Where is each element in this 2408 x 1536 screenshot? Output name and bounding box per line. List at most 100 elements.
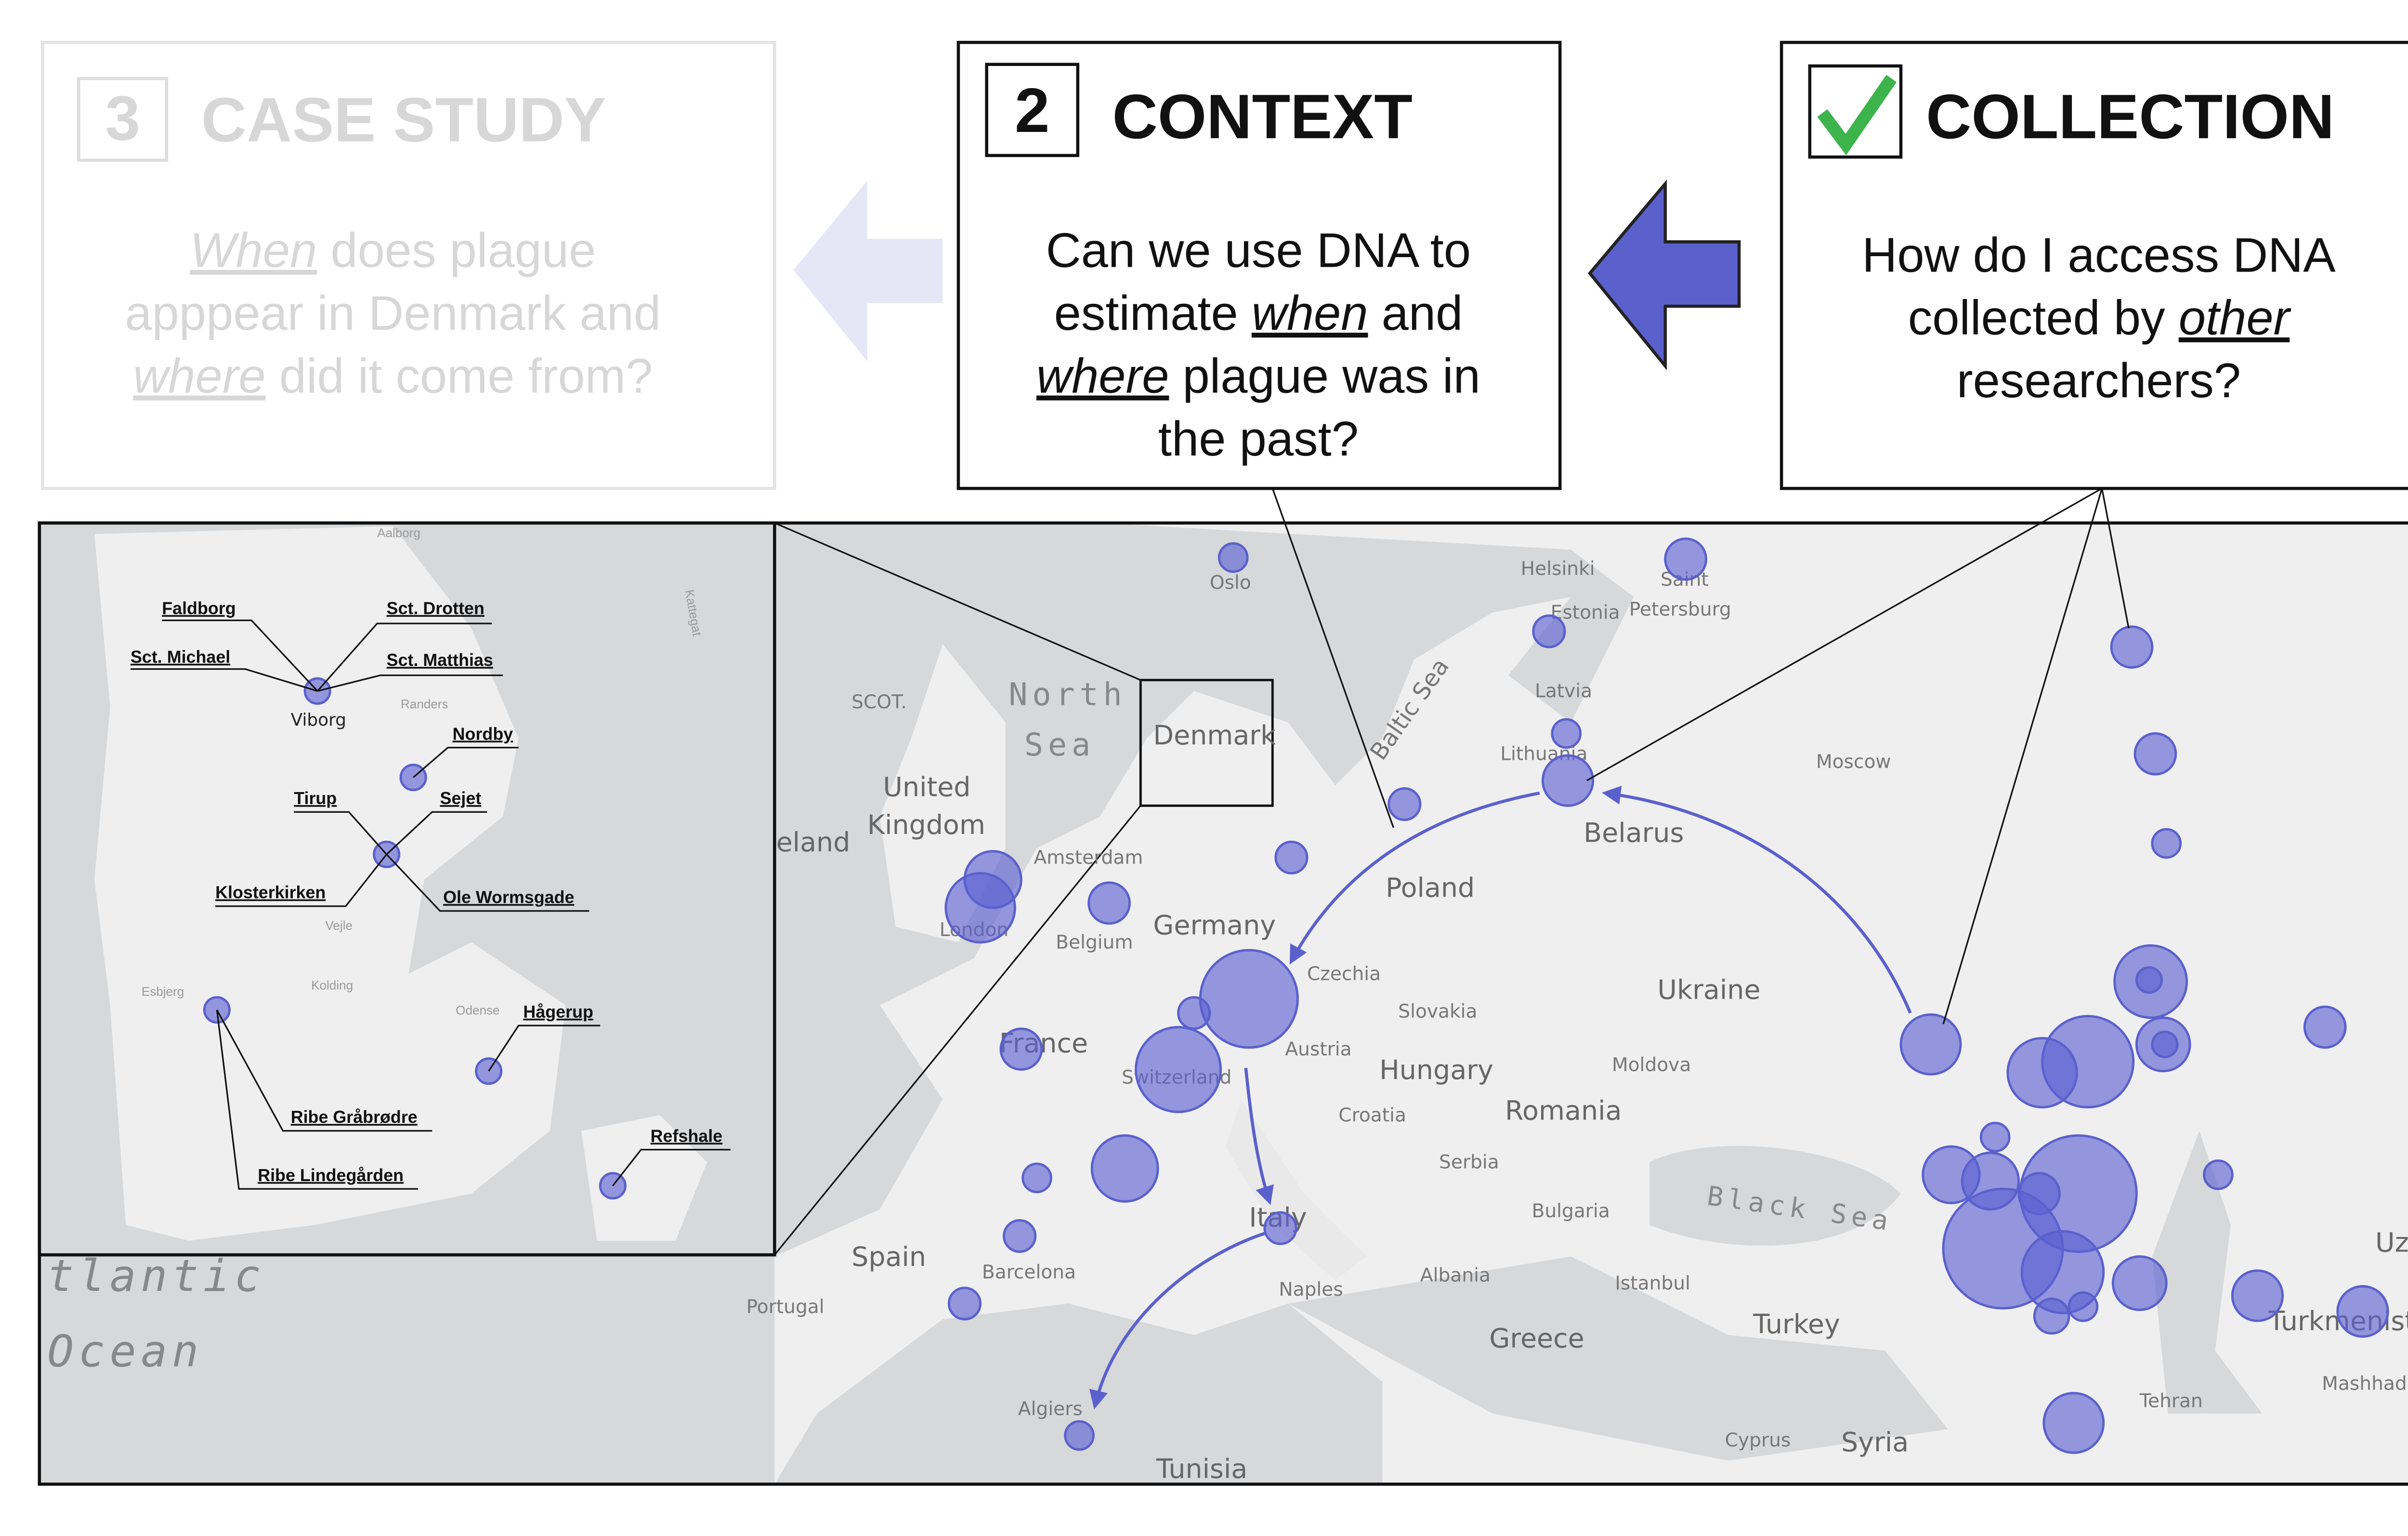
map-label: Mashhad	[2322, 1373, 2407, 1395]
question: where plague was in	[1036, 349, 1480, 403]
site-label: Ribe Lindegården	[258, 1166, 404, 1185]
panel-title: CASE STUDY	[201, 85, 606, 155]
shape: does plague	[317, 223, 596, 277]
map-label: Spain	[851, 1242, 926, 1273]
sample-bubble	[1263, 1211, 1297, 1245]
shape	[956, 40, 1562, 490]
map-label: Bulgaria	[1531, 1200, 1610, 1222]
sample-bubble	[1021, 1162, 1052, 1194]
shape: When	[190, 223, 317, 277]
town-label: Randers	[401, 697, 448, 711]
map-label: Moldova	[1612, 1054, 1691, 1076]
shape	[77, 77, 169, 162]
panel-context: 2 CONTEXT Can we use DNA to estimate whe…	[956, 40, 1562, 490]
shape: did it come from?	[266, 349, 653, 403]
shape	[1808, 64, 1903, 159]
shape	[131, 619, 731, 1190]
denmark-inset: Aalborg Viborg Randers Odense Vejle Esbj…	[38, 521, 776, 1257]
question: where did it come from?	[133, 349, 653, 403]
map: Oslo Helsinki Saint Petersburg Estonia L…	[38, 487, 2408, 1486]
shape: researchers?	[1957, 353, 2241, 408]
sample-bubble	[1899, 1013, 1962, 1076]
map-label: Slovakia	[1398, 1001, 1477, 1023]
map-label: Algiers	[1018, 1398, 1083, 1420]
panel-title: CONTEXT	[1112, 81, 1413, 152]
question: When does plague	[190, 223, 596, 277]
map-label: Kingdom	[867, 810, 985, 841]
leader-line	[774, 522, 1141, 681]
map-label: Turkey	[1753, 1309, 1840, 1340]
map-label: Ukraine	[1657, 975, 1760, 1005]
map-label: Uzb	[2375, 1228, 2408, 1259]
panel-number: 2	[1015, 75, 1050, 145]
panel-case-study: 3 CASE STUDY When does plague apppear in…	[41, 40, 776, 490]
shape	[94, 526, 566, 1241]
shape	[2152, 1131, 2263, 1414]
map-label: Cyprus	[1725, 1430, 1791, 1451]
sample-bubble	[1387, 787, 1422, 821]
site-marker	[475, 1057, 503, 1085]
map-label: Ocean	[47, 1326, 203, 1377]
map-label: Helsinki	[1521, 558, 1595, 580]
town-label: Esbjerg	[142, 984, 184, 999]
map-label: Germany	[1153, 911, 1276, 941]
sample-bubble	[947, 1287, 982, 1321]
map-label: Portugal	[746, 1296, 824, 1318]
leader-line	[2101, 488, 2130, 629]
shape	[985, 63, 1080, 157]
town-label: Viborg	[291, 710, 346, 730]
town-label: Kolding	[311, 978, 353, 992]
question: Can we use DNA to	[1046, 223, 1471, 277]
sample-bubble	[1532, 614, 1566, 649]
map-label: Tunisia	[1156, 1454, 1247, 1484]
map-label: Serbia	[1439, 1152, 1499, 1173]
sample-bubble	[2151, 828, 2182, 859]
question: How do I access DNA	[1862, 228, 2336, 282]
map-label: Poland	[1386, 872, 1475, 903]
shape: How do I access DNA	[1862, 228, 2336, 282]
arrow-faded	[793, 181, 943, 362]
sample-bubble	[1664, 537, 1707, 581]
map-label: Tehran	[2139, 1391, 2203, 1412]
question: researchers?	[1957, 353, 2241, 408]
map-label: Moscow	[1816, 751, 1891, 773]
sample-bubble	[1135, 1026, 1222, 1113]
site-label: Sejet	[440, 789, 482, 808]
sample-bubble	[1090, 1134, 1159, 1203]
map-label: Latvia	[1535, 680, 1592, 702]
shape	[1649, 1145, 1901, 1246]
shape	[581, 1115, 707, 1241]
leader-line	[1586, 487, 2103, 781]
town-label: Odense	[456, 1003, 499, 1017]
leader-line	[1942, 488, 2103, 1025]
panel-collection: COLLECTION How do I access DNA collected…	[1780, 40, 2408, 490]
shape: where	[133, 349, 265, 403]
sample-bubble	[2133, 732, 2177, 776]
sample-bubble	[2203, 1159, 2234, 1190]
sample-bubble	[2033, 1298, 2070, 1335]
site-label: Nordby	[453, 724, 513, 743]
shape: other	[2179, 291, 2292, 345]
map-label: Sea	[1024, 727, 1095, 763]
spread-arrow	[1289, 791, 1540, 965]
map-label: Barcelona	[982, 1262, 1076, 1283]
panel-number: 3	[105, 83, 140, 153]
town-label: Aalborg	[377, 526, 420, 540]
shape: collected by	[1908, 291, 2179, 345]
site-label: Tirup	[294, 789, 337, 808]
map-label: Istanbul	[1615, 1273, 1690, 1294]
sample-bubble	[999, 1028, 1043, 1071]
site-label: Refshale	[651, 1126, 722, 1145]
shape: Can we use DNA to	[1046, 223, 1471, 277]
shape: where	[1036, 349, 1169, 403]
site-label: Hågerup	[523, 1002, 593, 1022]
sample-bubble	[2042, 1392, 2105, 1454]
shape: when	[1252, 286, 1368, 340]
sample-bubble	[2110, 625, 2154, 669]
map-label: Hungary	[1379, 1055, 1493, 1086]
map-label: Oslo	[1210, 572, 1251, 594]
spread-arrow	[1244, 1067, 1274, 1205]
map-label: SCOT.	[851, 691, 907, 713]
